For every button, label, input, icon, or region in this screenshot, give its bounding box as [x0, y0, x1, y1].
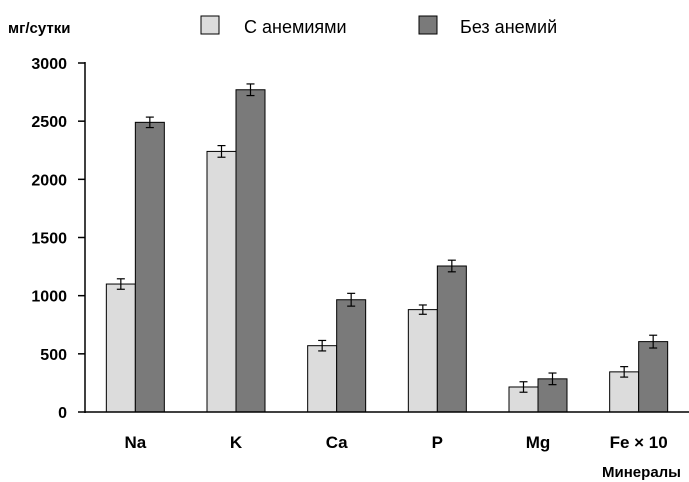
bar-with-anemia [105, 283, 136, 413]
x-tick-label: Na [124, 433, 146, 452]
y-tick-label: 1500 [31, 231, 67, 248]
y-axis-ticks: 0 500 1000 1500 2000 2500 3000 [31, 56, 85, 422]
error-bar [318, 339, 327, 352]
legend-label-without-anemia: Без анемий [460, 17, 557, 37]
x-tick-label: K [230, 433, 243, 452]
x-tick-label: P [432, 433, 443, 452]
error-bar [347, 292, 356, 307]
bar-without-anemia [436, 265, 467, 413]
legend-swatch-with-anemia [200, 15, 220, 35]
y-axis-title: мг/сутки [8, 20, 70, 37]
bar-without-anemia [336, 299, 367, 413]
error-bar [246, 83, 255, 97]
bars [105, 89, 669, 413]
error-bars [116, 83, 658, 393]
bar-without-anemia [638, 341, 669, 413]
error-bar [116, 278, 125, 290]
error-bar [418, 304, 427, 315]
y-tick-label: 0 [58, 405, 67, 422]
x-tick-label: Mg [526, 433, 551, 452]
legend-label-with-anemia: С анемиями [244, 17, 347, 37]
bar-with-anemia [206, 150, 237, 413]
legend-swatch-without-anemia [418, 15, 438, 35]
error-bar [620, 366, 629, 378]
x-tick-label: Ca [326, 433, 348, 452]
y-tick-label: 2500 [31, 114, 67, 131]
error-bar [447, 259, 456, 273]
error-bar [649, 334, 658, 349]
legend: С анемиями Без анемий [200, 15, 557, 37]
bar-with-anemia [407, 309, 438, 413]
bar-without-anemia [235, 89, 266, 413]
y-tick-label: 3000 [31, 56, 67, 73]
y-tick-label: 2000 [31, 172, 67, 189]
x-axis-title: Минералы [602, 464, 681, 481]
y-tick-label: 1000 [31, 289, 67, 306]
error-bar [217, 144, 226, 158]
bar-with-anemia [609, 371, 640, 413]
bar-with-anemia [307, 345, 338, 413]
x-axis-labels: Na K Ca P Mg Fe × 10 [124, 433, 667, 452]
error-bar [548, 372, 557, 386]
error-bar [145, 116, 154, 129]
y-tick-label: 500 [40, 347, 67, 364]
bar-without-anemia [134, 121, 165, 413]
x-tick-label: Fe × 10 [610, 433, 668, 452]
error-bar [519, 381, 528, 393]
